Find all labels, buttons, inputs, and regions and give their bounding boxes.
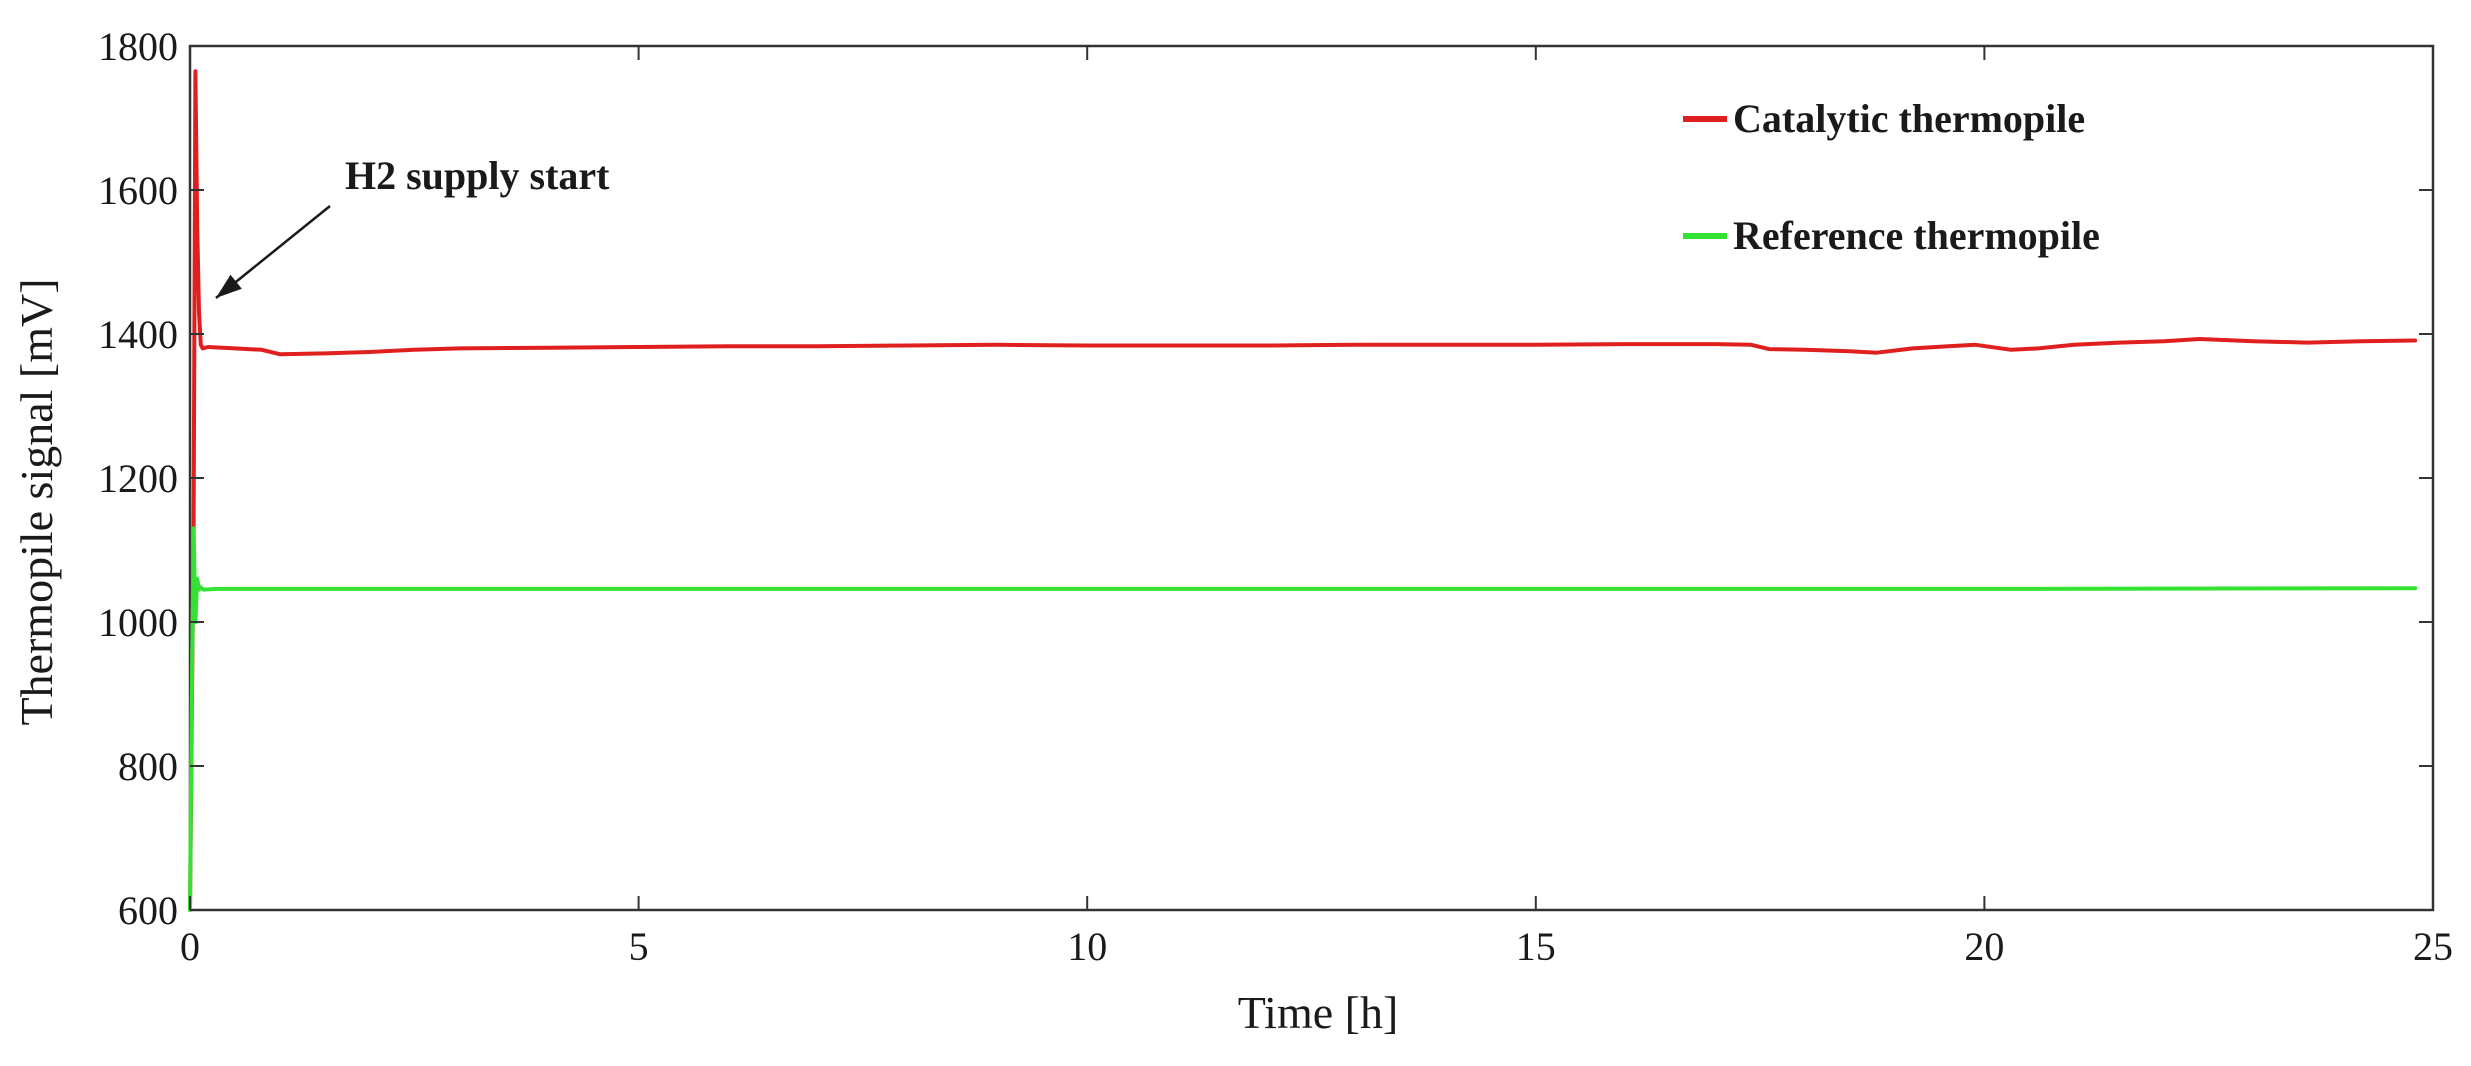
series-line-reference bbox=[188, 526, 2418, 912]
legend-label-catalytic: Catalytic thermopile bbox=[1733, 96, 2085, 141]
y-tick-label: 1200 bbox=[98, 456, 178, 501]
y-tick-label: 600 bbox=[118, 888, 178, 933]
y-tick-label: 1400 bbox=[98, 312, 178, 357]
legend: Catalytic thermopile Reference thermopil… bbox=[1683, 96, 2100, 258]
y-tick-label: 1800 bbox=[98, 24, 178, 69]
annotation-text: H2 supply start bbox=[345, 153, 610, 198]
annotation-arrowhead bbox=[215, 274, 242, 298]
y-tick-label: 800 bbox=[118, 744, 178, 789]
x-axis-label: Time [h] bbox=[1238, 987, 1399, 1038]
axes-layer: 0 5 10 15 20 25 600 800 1000 1200 1400 1600 1800 bbox=[98, 24, 2453, 969]
x-tick-label: 20 bbox=[1964, 924, 2004, 969]
x-tick-label: 15 bbox=[1516, 924, 1556, 969]
series-line-catalytic bbox=[188, 69, 2418, 912]
x-tick-label: 10 bbox=[1067, 924, 1107, 969]
x-tick-label: 0 bbox=[180, 924, 200, 969]
legend-label-reference: Reference thermopile bbox=[1733, 213, 2100, 258]
x-tick-label: 25 bbox=[2413, 924, 2453, 969]
y-axis-label: Thermopile signal [mV] bbox=[11, 278, 62, 725]
series-layer bbox=[188, 69, 2418, 912]
annotation: H2 supply start bbox=[215, 153, 610, 299]
y-tick-label: 1600 bbox=[98, 168, 178, 213]
y-tick-label: 1000 bbox=[98, 600, 178, 645]
x-tick-label: 5 bbox=[629, 924, 649, 969]
